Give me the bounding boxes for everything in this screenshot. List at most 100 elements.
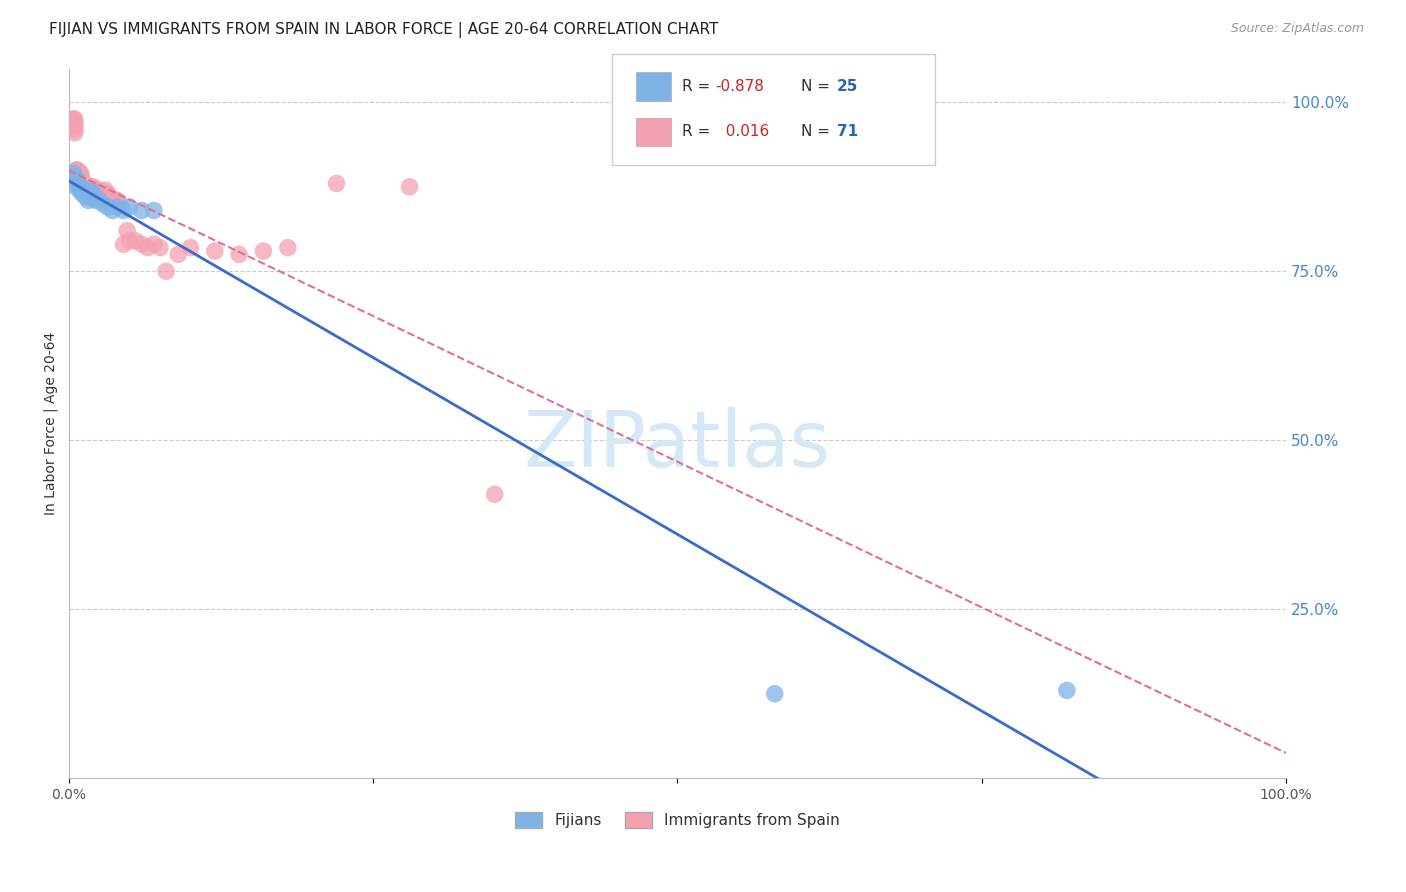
Immigrants from Spain <box>62 112 84 127</box>
Immigrants from Spain <box>79 179 101 194</box>
Immigrants from Spain <box>107 194 129 208</box>
Immigrants from Spain <box>66 173 89 187</box>
Text: R =: R = <box>682 79 716 95</box>
Immigrants from Spain <box>70 179 93 194</box>
Fijians <box>112 203 135 218</box>
Immigrants from Spain <box>65 166 87 180</box>
Immigrants from Spain <box>484 487 506 501</box>
Immigrants from Spain <box>75 179 97 194</box>
Immigrants from Spain <box>112 237 135 252</box>
Immigrants from Spain <box>155 264 177 278</box>
Fijians <box>89 194 111 208</box>
Text: R =: R = <box>682 124 716 139</box>
Immigrants from Spain <box>89 183 111 197</box>
Text: N =: N = <box>801 79 835 95</box>
Immigrants from Spain <box>115 224 138 238</box>
Immigrants from Spain <box>104 194 127 208</box>
Fijians <box>69 183 91 197</box>
Text: 71: 71 <box>837 124 858 139</box>
Fijians <box>118 200 141 214</box>
Immigrants from Spain <box>63 115 86 129</box>
Immigrants from Spain <box>82 179 104 194</box>
Text: -0.878: -0.878 <box>716 79 765 95</box>
Fijians <box>79 183 101 197</box>
Legend: Fijians, Immigrants from Spain: Fijians, Immigrants from Spain <box>509 806 846 834</box>
Immigrants from Spain <box>72 177 94 191</box>
Immigrants from Spain <box>86 183 108 197</box>
Immigrants from Spain <box>70 166 93 180</box>
Fijians <box>763 687 786 701</box>
Immigrants from Spain <box>66 162 89 177</box>
Fijians <box>70 179 93 194</box>
Immigrants from Spain <box>131 237 153 252</box>
Immigrants from Spain <box>73 183 96 197</box>
Fijians <box>65 179 87 194</box>
Immigrants from Spain <box>228 247 250 261</box>
Fijians <box>142 203 165 218</box>
Immigrants from Spain <box>62 115 84 129</box>
Immigrants from Spain <box>60 115 83 129</box>
Fijians <box>82 186 104 201</box>
Immigrants from Spain <box>65 169 87 184</box>
Immigrants from Spain <box>70 173 93 187</box>
Fijians <box>75 190 97 204</box>
Immigrants from Spain <box>179 241 201 255</box>
Immigrants from Spain <box>89 186 111 201</box>
Immigrants from Spain <box>94 183 117 197</box>
Immigrants from Spain <box>87 186 110 201</box>
Immigrants from Spain <box>398 179 420 194</box>
Immigrants from Spain <box>167 247 190 261</box>
Immigrants from Spain <box>84 186 107 201</box>
Text: 0.016: 0.016 <box>716 124 769 139</box>
Immigrants from Spain <box>66 166 89 180</box>
Text: Source: ZipAtlas.com: Source: ZipAtlas.com <box>1230 22 1364 36</box>
Immigrants from Spain <box>77 179 100 194</box>
Fijians <box>97 200 120 214</box>
Immigrants from Spain <box>67 173 90 187</box>
Immigrants from Spain <box>325 177 347 191</box>
Fijians <box>101 203 124 218</box>
Immigrants from Spain <box>70 177 93 191</box>
Y-axis label: In Labor Force | Age 20-64: In Labor Force | Age 20-64 <box>44 332 58 515</box>
Immigrants from Spain <box>70 179 93 194</box>
Immigrants from Spain <box>76 186 98 201</box>
Text: FIJIAN VS IMMIGRANTS FROM SPAIN IN LABOR FORCE | AGE 20-64 CORRELATION CHART: FIJIAN VS IMMIGRANTS FROM SPAIN IN LABOR… <box>49 22 718 38</box>
Immigrants from Spain <box>136 241 159 255</box>
Text: N =: N = <box>801 124 835 139</box>
Immigrants from Spain <box>79 186 101 201</box>
Fijians <box>131 203 153 218</box>
Immigrants from Spain <box>63 112 86 127</box>
Immigrants from Spain <box>98 190 121 204</box>
Immigrants from Spain <box>67 166 90 180</box>
Immigrants from Spain <box>65 162 87 177</box>
Immigrants from Spain <box>97 186 120 201</box>
Fijians <box>107 200 129 214</box>
Immigrants from Spain <box>252 244 274 258</box>
Immigrants from Spain <box>91 186 114 201</box>
Immigrants from Spain <box>63 126 86 140</box>
Fijians <box>77 194 100 208</box>
Immigrants from Spain <box>63 122 86 136</box>
Immigrants from Spain <box>108 196 131 211</box>
Immigrants from Spain <box>62 119 84 133</box>
Fijians <box>84 194 107 208</box>
Immigrants from Spain <box>142 237 165 252</box>
Immigrants from Spain <box>70 169 93 184</box>
Immigrants from Spain <box>83 183 105 197</box>
Fijians <box>66 173 89 187</box>
Fijians <box>67 179 90 194</box>
Fijians <box>91 196 114 211</box>
Immigrants from Spain <box>73 179 96 194</box>
Fijians <box>70 186 93 201</box>
Immigrants from Spain <box>204 244 226 258</box>
Immigrants from Spain <box>76 179 98 194</box>
Immigrants from Spain <box>79 183 101 197</box>
Immigrants from Spain <box>101 194 124 208</box>
Immigrants from Spain <box>80 183 103 197</box>
Text: ZIPatlas: ZIPatlas <box>524 407 831 483</box>
Fijians <box>72 183 94 197</box>
Immigrants from Spain <box>277 241 299 255</box>
Fijians <box>63 169 86 184</box>
Immigrants from Spain <box>124 234 146 248</box>
Immigrants from Spain <box>63 119 86 133</box>
